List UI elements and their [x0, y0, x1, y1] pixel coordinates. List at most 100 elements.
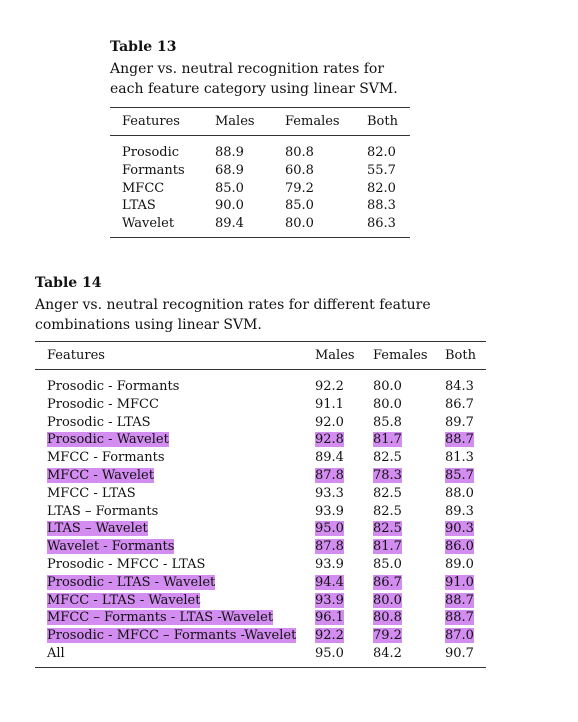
value-cell: 82.0: [367, 180, 396, 196]
value-cell: 80.0: [373, 592, 445, 610]
cell-text: 78.3: [373, 467, 402, 483]
cell-text: 80.0: [373, 592, 402, 608]
table-row: LTAS – Wavelet 95.0 82.5 90.3: [35, 520, 486, 538]
table-14: Table 14 Anger vs. neutral recognition r…: [35, 274, 486, 668]
value-cell: 91.1: [315, 396, 373, 414]
value-cell: 60.8: [285, 162, 314, 178]
feature-cell: MFCC – Formants - LTAS -Wavelet: [35, 609, 315, 627]
value-cell: 89.0: [445, 556, 486, 574]
table-row: Prosodic - MFCC - LTAS 93.9 85.0 89.0: [35, 556, 486, 574]
value-cell: 81.3: [445, 449, 486, 467]
table-row: Formants 68.9 60.8 55.7: [110, 162, 410, 180]
cell-text: 89.7: [445, 414, 474, 430]
table-row: Wavelet - Formants 87.8 81.7 86.0: [35, 538, 486, 556]
table-13: Table 13 Anger vs. neutral recognition r…: [110, 38, 410, 238]
value-cell: 78.3: [373, 467, 445, 485]
cell-text: 82.5: [373, 503, 402, 519]
table-row: Prosodic - LTAS - Wavelet 94.4 86.7 91.0: [35, 574, 486, 592]
value-cell: 87.0: [445, 627, 486, 645]
cell-text: Prosodic - MFCC: [47, 396, 159, 412]
value-cell: 85.7: [445, 467, 486, 485]
cell-text: 88.7: [445, 592, 474, 608]
feature-cell: Prosodic - Formants: [35, 370, 315, 396]
value-cell: 92.2: [315, 370, 373, 396]
cell-text: 94.4: [315, 574, 344, 590]
value-cell: 80.0: [373, 396, 445, 414]
value-cell: 86.7: [445, 396, 486, 414]
cell-text: 89.4: [315, 450, 344, 466]
cell-text: Prosodic - LTAS - Wavelet: [47, 574, 216, 590]
cell-text: 93.9: [315, 556, 344, 572]
value-cell: 82.5: [373, 503, 445, 521]
value-cell: 85.0: [373, 556, 445, 574]
value-cell: 86.7: [373, 574, 445, 592]
value-cell: 92.2: [315, 627, 373, 645]
value-cell: 80.0: [373, 370, 445, 396]
value-cell: 92.0: [315, 414, 373, 432]
value-cell: 82.5: [373, 485, 445, 503]
cell-text: 84.2: [373, 645, 402, 661]
cell-text: 81.3: [445, 450, 474, 466]
value-cell: 95.0: [315, 520, 373, 538]
cell-text: 85.7: [445, 467, 474, 483]
feature-cell: Wavelet - Formants: [35, 538, 315, 556]
cell-text: Prosodic - MFCC – Formants -Wavelet: [47, 628, 297, 644]
table-row: LTAS – Formants 93.9 82.5 89.3: [35, 503, 486, 521]
feature-cell: Prosodic - LTAS: [35, 414, 315, 432]
value-cell: 89.7: [445, 414, 486, 432]
cell-text: MFCC – Formants - LTAS -Wavelet: [47, 610, 274, 626]
cell-text: 80.0: [373, 379, 402, 394]
feature-cell: Prosodic - MFCC - LTAS: [35, 556, 315, 574]
cell-text: 92.2: [315, 628, 344, 644]
value-cell: 85.8: [373, 414, 445, 432]
value-cell: 88.7: [445, 609, 486, 627]
column-header: Males: [315, 341, 373, 370]
value-cell: 85.0: [215, 180, 244, 196]
value-cell: 79.2: [373, 627, 445, 645]
feature-cell: Prosodic - MFCC: [35, 396, 315, 414]
table-row: LTAS 90.0 85.0 88.3: [110, 197, 410, 215]
value-cell: 89.4: [315, 449, 373, 467]
value-cell: 90.3: [445, 520, 486, 538]
cell-text: 86.0: [445, 539, 474, 555]
column-header: Both: [367, 107, 410, 136]
column-header: Females: [285, 107, 367, 136]
cell-text: 93.9: [315, 592, 344, 608]
table-row: MFCC - Wavelet 87.8 78.3 85.7: [35, 467, 486, 485]
cell-text: Prosodic - LTAS: [47, 414, 151, 430]
data-table: Features Males Females Both Prosodic - Form…: [35, 341, 486, 668]
feature-cell: All: [35, 645, 315, 667]
feature-cell: Prosodic - MFCC – Formants -Wavelet: [35, 627, 315, 645]
value-cell: 88.7: [445, 431, 486, 449]
table-row: All 95.0 84.2 90.7: [35, 645, 486, 667]
cell-text: 87.8: [315, 467, 344, 483]
table-row: MFCC - LTAS 93.3 82.5 88.0: [35, 485, 486, 503]
feature-cell: MFCC - Formants: [35, 449, 315, 467]
feature-cell: MFCC - LTAS: [35, 485, 315, 503]
cell-text: 88.0: [445, 485, 474, 501]
cell-text: 87.8: [315, 539, 344, 555]
cell-text: MFCC - Formants: [47, 450, 165, 466]
table-caption: Anger vs. neutral recognition rates for …: [110, 61, 398, 97]
column-header: Features: [35, 341, 315, 370]
cell-text: 85.0: [373, 556, 402, 572]
cell-text: 91.0: [445, 574, 474, 590]
table-row: Prosodic - LTAS 92.0 85.8 89.7: [35, 414, 486, 432]
feature-cell: MFCC: [122, 180, 165, 196]
table-row: MFCC 85.0 79.2 82.0: [110, 180, 410, 198]
value-cell: 93.3: [315, 485, 373, 503]
cell-text: Prosodic - MFCC - LTAS: [47, 556, 206, 572]
value-cell: 95.0: [315, 645, 373, 667]
cell-text: 91.1: [315, 396, 344, 412]
cell-text: 84.3: [445, 379, 474, 394]
cell-text: 86.7: [445, 396, 474, 412]
feature-cell: Wavelet: [122, 216, 175, 232]
value-cell: 88.7: [445, 592, 486, 610]
value-cell: 87.8: [315, 538, 373, 556]
value-cell: 91.0: [445, 574, 486, 592]
value-cell: 82.0: [367, 145, 396, 160]
feature-cell: MFCC - LTAS - Wavelet: [35, 592, 315, 610]
column-header: Both: [445, 341, 486, 370]
value-cell: 81.7: [373, 538, 445, 556]
table-row: Prosodic - MFCC 91.1 80.0 86.7: [35, 396, 486, 414]
